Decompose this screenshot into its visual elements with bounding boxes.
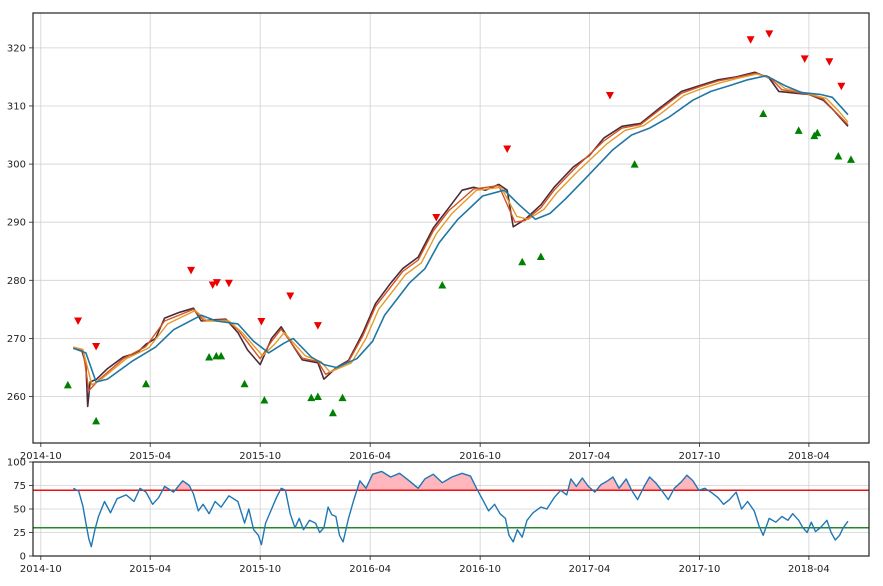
price-panel-markers (63, 30, 855, 425)
rsi-overbought-fill (73, 471, 708, 491)
buy-signal-marker (240, 379, 249, 388)
price-ytick-label: 290 (7, 218, 26, 229)
buy-signal-marker (141, 379, 150, 388)
rsi-overbought-area (560, 478, 593, 491)
buy-signal-marker (338, 393, 347, 402)
price-xtick-label: 2015-04 (129, 451, 171, 462)
price-ytick-label: 280 (7, 276, 26, 287)
rsi-xtick-label: 2015-10 (239, 564, 281, 575)
ma-fast-line (73, 72, 849, 392)
buy-signal-marker (92, 416, 101, 425)
rsi-overbought-area (175, 480, 192, 491)
sell-signal-marker (800, 55, 809, 63)
buy-signal-marker (313, 392, 322, 401)
buy-signal-marker (794, 126, 803, 134)
sell-signal-marker (503, 145, 512, 153)
rsi-line (72, 470, 849, 548)
price-xtick-label: 2017-04 (569, 451, 611, 462)
sell-signal-marker (224, 279, 233, 288)
buy-signal-marker (217, 351, 226, 360)
sell-signal-marker (837, 82, 846, 91)
buy-signal-marker (438, 280, 447, 289)
price-ytick-label: 260 (7, 392, 26, 403)
rsi-xtick-label: 2014-10 (20, 564, 62, 575)
price-ytick-label: 270 (7, 334, 26, 345)
sell-signal-marker (257, 318, 266, 326)
rsi-overbought-area (596, 477, 662, 491)
rsi-overbought-area (280, 471, 478, 491)
price-xtick-label: 2017-10 (679, 451, 721, 462)
price-xtick-label: 2014-10 (20, 451, 62, 462)
sell-signal-marker (74, 317, 83, 325)
price-xtick-label: 2016-04 (349, 451, 391, 462)
price-ytick-label: 320 (7, 43, 26, 54)
price-ytick-label: 300 (7, 160, 26, 171)
rsi-overbought-area (673, 475, 708, 491)
rsi-xtick-label: 2018-04 (788, 564, 830, 575)
buy-signal-marker (63, 380, 72, 389)
rsi-xtick-label: 2016-10 (459, 564, 501, 575)
ma-slow-line (73, 75, 849, 383)
buy-signal-marker (536, 252, 545, 260)
sell-signal-marker (212, 279, 221, 287)
price-panel-grid (33, 13, 869, 443)
rsi-ytick-label: 75 (13, 481, 26, 492)
buy-signal-marker (307, 393, 316, 402)
buy-signal-marker (518, 257, 527, 266)
rsi-panel-axes: 2014-10 2015-04 2015-10 2016-04 2016-10 2017-… (7, 458, 830, 576)
sell-signal-marker (432, 214, 441, 222)
rsi-xtick-label: 2016-04 (349, 564, 391, 575)
sell-signal-marker (286, 292, 295, 300)
rsi-xtick-label: 2017-10 (679, 564, 721, 575)
rsi-panel-grid (33, 461, 869, 557)
sell-signal-marker (825, 58, 834, 66)
buy-signal-marker (834, 151, 843, 160)
price-ytick-label: 310 (7, 101, 26, 112)
buy-signal-marker (846, 155, 855, 163)
rsi-ytick-label: 25 (13, 528, 26, 539)
sell-signal-marker (187, 266, 196, 275)
buy-signal-marker (260, 396, 269, 404)
price-xtick-label: 2018-04 (788, 451, 830, 462)
rsi-ytick-label: 50 (13, 505, 26, 516)
rsi-xtick-label: 2015-04 (129, 564, 171, 575)
sell-signal-marker (605, 92, 614, 100)
price-panel-series (73, 71, 849, 408)
sell-signal-marker (746, 36, 755, 44)
rsi-ytick-label: 0 (20, 552, 26, 563)
price-xtick-label: 2015-10 (239, 451, 281, 462)
sell-signal-marker (765, 30, 774, 38)
price-panel-axes: 2014-10 2015-04 2015-10 2016-04 2016-10 2017-… (7, 43, 830, 462)
price-xtick-label: 2016-10 (459, 451, 501, 462)
rsi-panel-lines (33, 470, 869, 548)
price-panel-frame (32, 12, 870, 444)
rsi-panel-frame (32, 461, 870, 557)
price-line (73, 71, 849, 408)
sell-signal-marker (313, 322, 322, 330)
buy-signal-marker (630, 160, 639, 168)
rsi-ytick-label: 100 (7, 458, 26, 469)
sell-signal-marker (208, 281, 217, 289)
buy-signal-marker (813, 128, 822, 137)
buy-signal-marker (205, 353, 214, 361)
sell-signal-marker (92, 343, 101, 351)
rsi-xtick-label: 2017-04 (569, 564, 611, 575)
buy-signal-marker (328, 408, 337, 417)
buy-signal-marker (759, 109, 768, 118)
